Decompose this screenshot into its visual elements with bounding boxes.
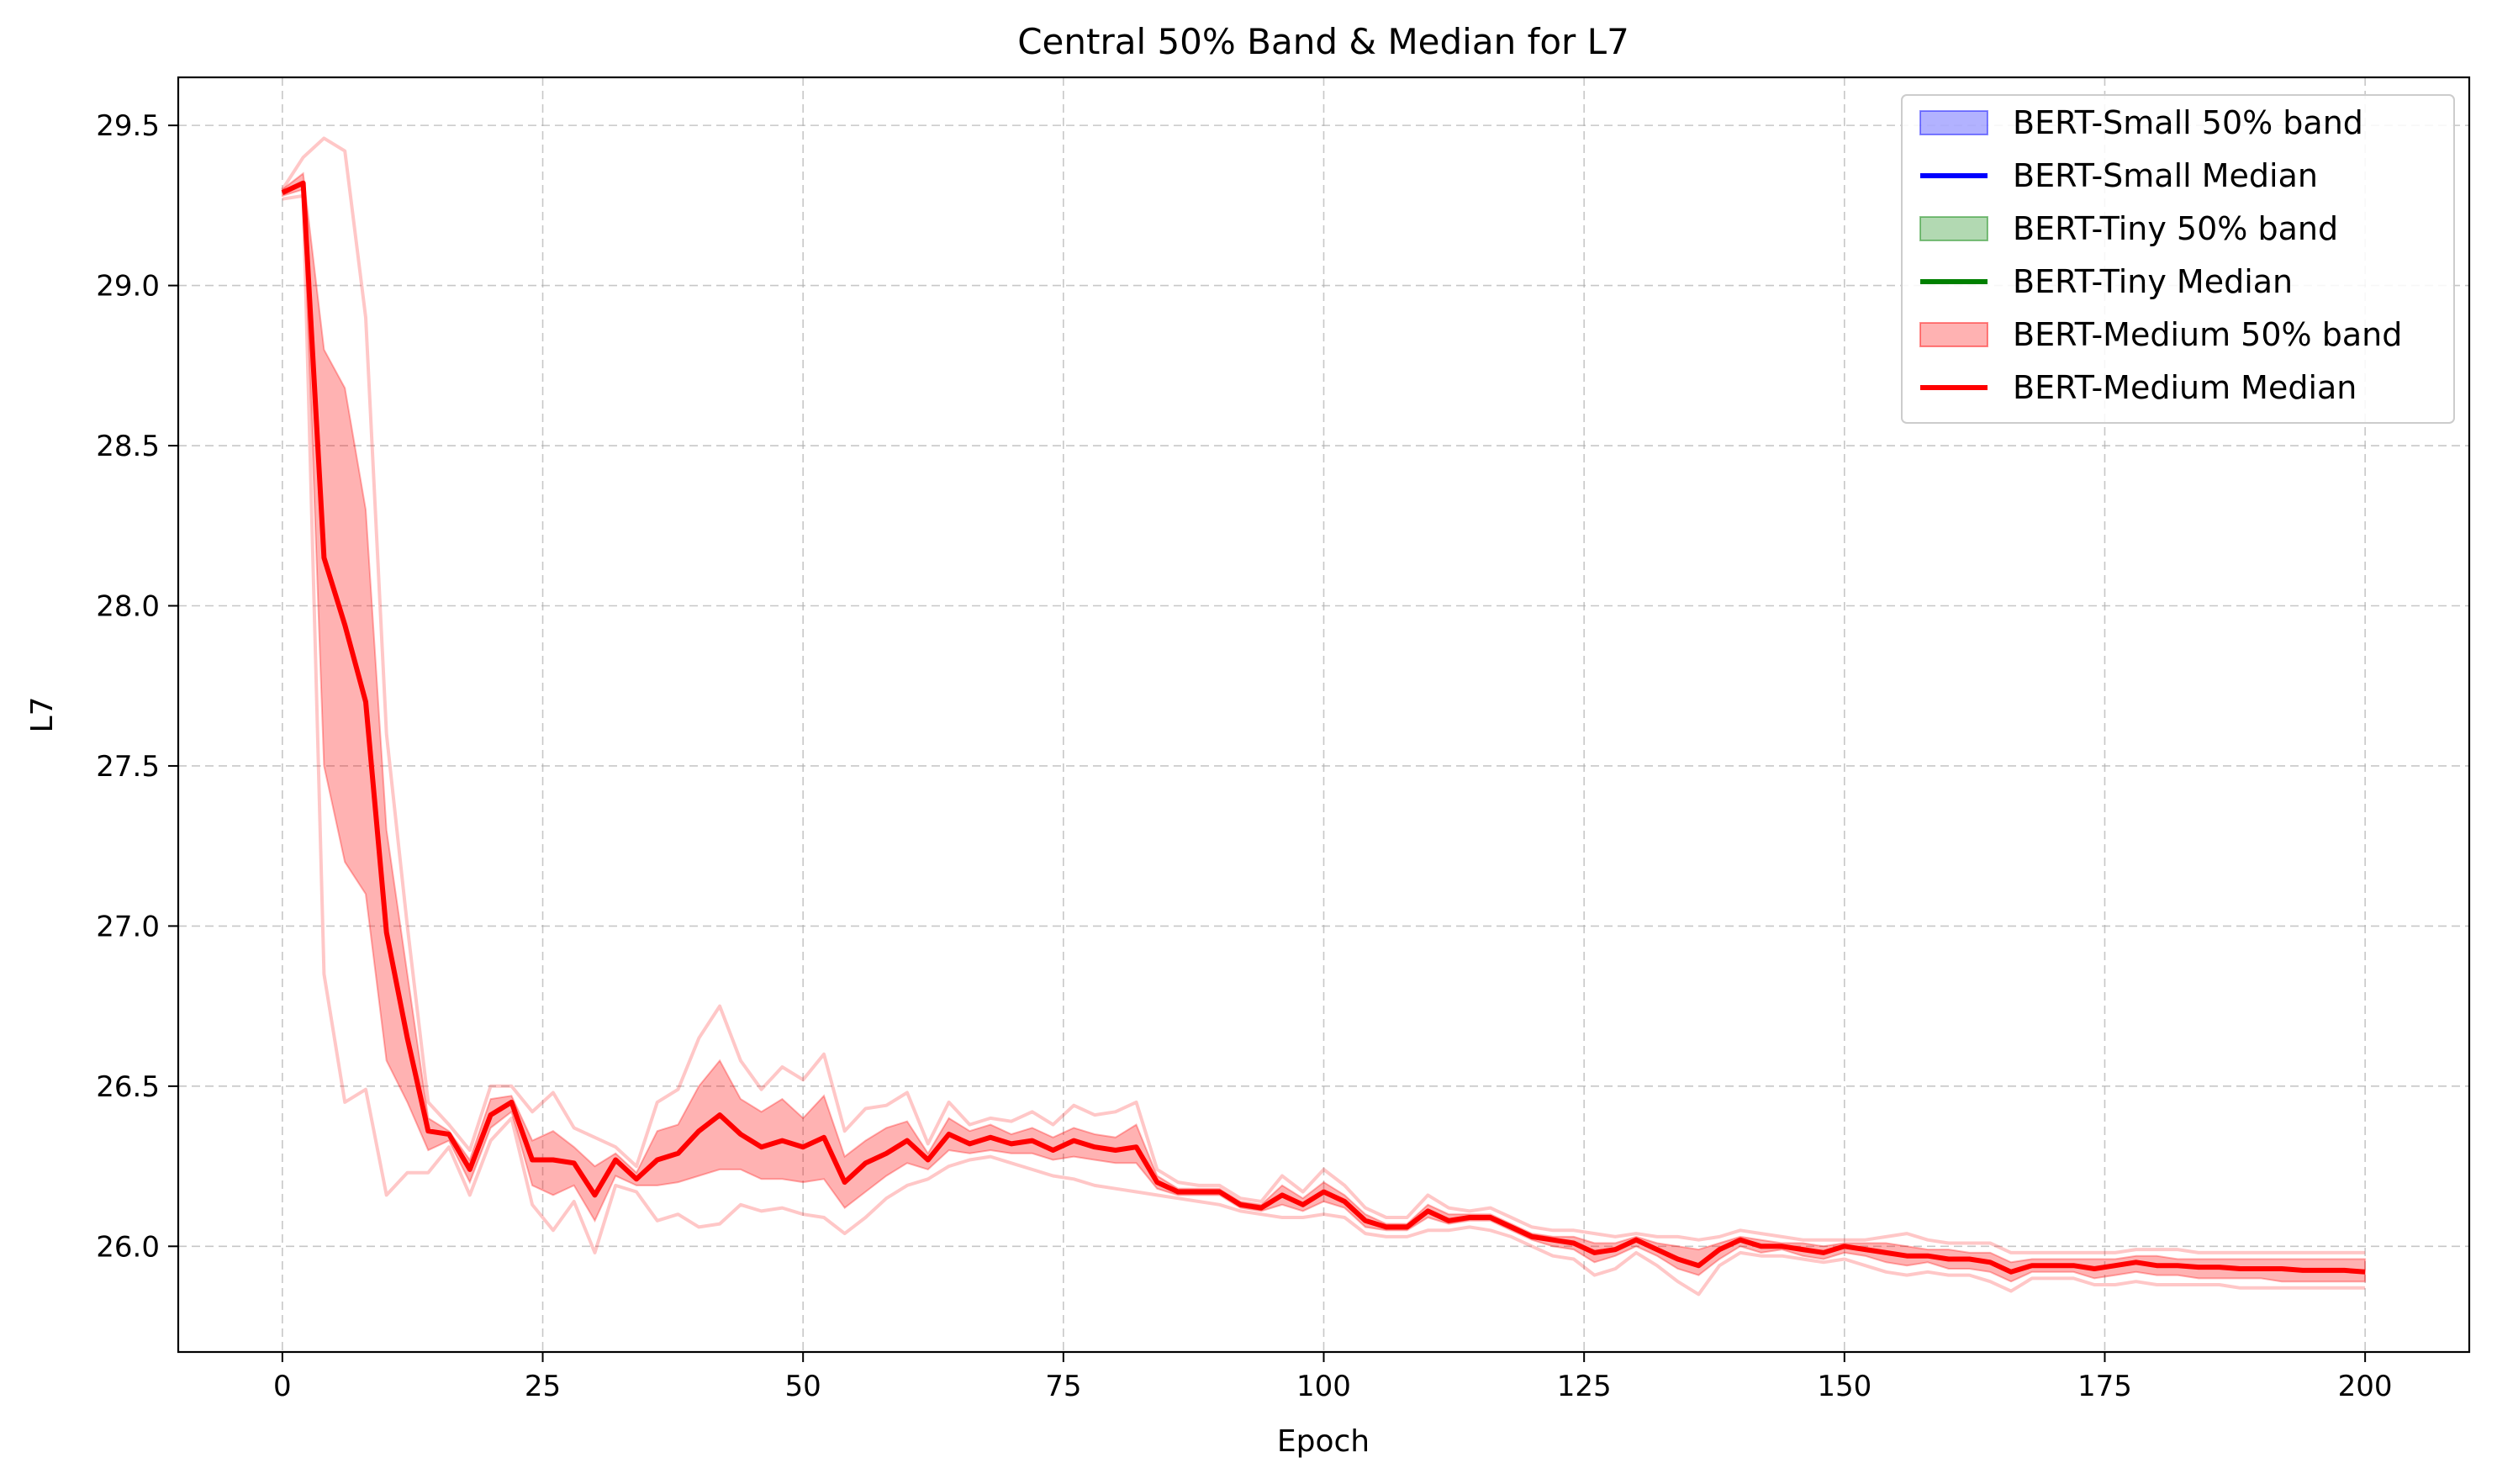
y-axis-label: L7 [25, 697, 60, 733]
legend-label: BERT-Medium 50% band [2013, 316, 2402, 353]
x-tick-label: 25 [525, 1370, 561, 1403]
y-tick-label: 26.0 [96, 1230, 160, 1264]
legend-label: BERT-Tiny Median [2013, 263, 2293, 300]
y-tick-label: 27.5 [96, 750, 160, 784]
legend-swatch-band [1919, 322, 1988, 347]
legend-label: BERT-Tiny 50% band [2013, 210, 2338, 247]
y-axis: 26.0 26.5 27.0 27.5 28.0 28.5 29.0 29.5 [96, 109, 178, 1264]
x-tick-label: 50 [785, 1370, 821, 1403]
x-tick-label: 200 [2338, 1370, 2393, 1403]
legend: BERT-Small 50% band BERT-Small Median BERT… [1901, 94, 2455, 424]
legend-label: BERT-Small Median [2013, 157, 2318, 194]
legend-swatch-band [1919, 110, 1988, 135]
grid [178, 77, 2469, 1352]
y-tick-label: 28.0 [96, 589, 160, 623]
legend-label: BERT-Small 50% band [2013, 104, 2363, 141]
x-tick-label: 175 [2077, 1370, 2132, 1403]
x-tick-label: 150 [1817, 1370, 1871, 1403]
y-tick-label: 28.5 [96, 430, 160, 463]
legend-label: BERT-Medium Median [2013, 369, 2357, 406]
x-axis: 0 25 50 75 100 125 150 175 200 [273, 1352, 2393, 1403]
y-tick-label: 29.5 [96, 109, 160, 143]
y-tick-label: 29.0 [96, 270, 160, 304]
x-tick-label: 100 [1296, 1370, 1351, 1403]
medium-50-band-area [281, 172, 2367, 1283]
legend-box [1901, 94, 2455, 424]
y-tick-label: 27.0 [96, 910, 160, 943]
x-tick-label: 0 [273, 1370, 292, 1403]
medium-band-layer [281, 172, 2367, 1283]
x-tick-label: 125 [1557, 1370, 1612, 1403]
legend-swatch-band [1919, 216, 1988, 241]
medium-median-line [281, 180, 2366, 1275]
series-lines-layer [281, 136, 2366, 1297]
y-tick-label: 26.5 [96, 1070, 160, 1104]
medium-lower-bound-line [282, 193, 2366, 1297]
chart-title: Central 50% Band & Median for L7 [1017, 21, 1629, 62]
x-tick-label: 75 [1045, 1370, 1081, 1403]
medium-upper-bound-line [281, 136, 2366, 1254]
x-axis-label: Epoch [1277, 1424, 1370, 1459]
